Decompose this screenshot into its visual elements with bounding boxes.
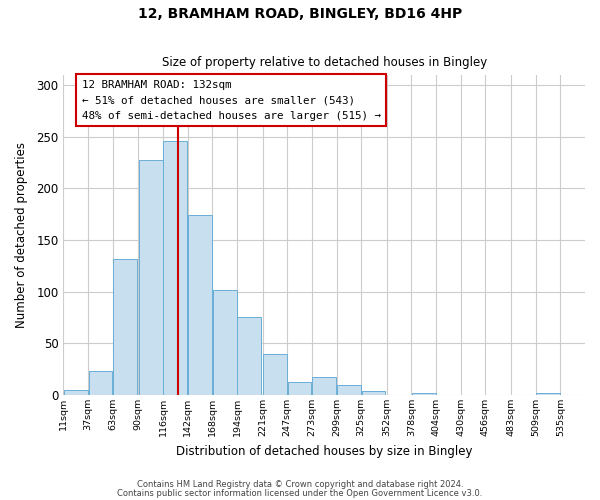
Bar <box>412 393 436 395</box>
Bar <box>139 160 163 395</box>
Bar <box>113 258 137 395</box>
Bar <box>263 354 287 395</box>
Bar <box>163 141 187 395</box>
Y-axis label: Number of detached properties: Number of detached properties <box>15 142 28 328</box>
Bar <box>238 316 261 395</box>
Title: Size of property relative to detached houses in Bingley: Size of property relative to detached ho… <box>161 56 487 70</box>
Bar <box>362 391 385 395</box>
X-axis label: Distribution of detached houses by size in Bingley: Distribution of detached houses by size … <box>176 444 472 458</box>
Text: 12, BRAMHAM ROAD, BINGLEY, BD16 4HP: 12, BRAMHAM ROAD, BINGLEY, BD16 4HP <box>138 8 462 22</box>
Bar <box>64 390 88 395</box>
Bar <box>337 384 361 395</box>
Bar <box>313 378 336 395</box>
Bar <box>536 393 560 395</box>
Text: Contains HM Land Registry data © Crown copyright and database right 2024.: Contains HM Land Registry data © Crown c… <box>137 480 463 489</box>
Text: 12 BRAMHAM ROAD: 132sqm
← 51% of detached houses are smaller (543)
48% of semi-d: 12 BRAMHAM ROAD: 132sqm ← 51% of detache… <box>82 80 380 121</box>
Bar <box>89 372 112 395</box>
Text: Contains public sector information licensed under the Open Government Licence v3: Contains public sector information licen… <box>118 488 482 498</box>
Bar <box>188 216 212 395</box>
Bar <box>288 382 311 395</box>
Bar <box>213 290 236 395</box>
